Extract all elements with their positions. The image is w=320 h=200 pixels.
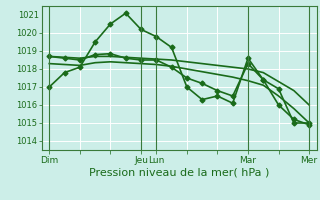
X-axis label: Pression niveau de la mer( hPa ): Pression niveau de la mer( hPa ) — [89, 167, 269, 177]
Text: 1021: 1021 — [18, 10, 39, 20]
